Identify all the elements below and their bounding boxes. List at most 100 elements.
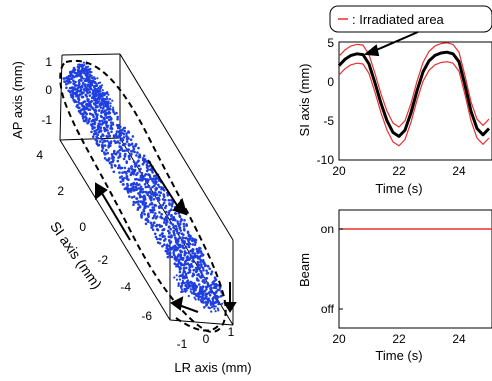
- trajectory-point: [112, 134, 116, 137]
- trajectory-point: [168, 235, 171, 239]
- trajectory-point: [110, 163, 113, 167]
- trajectory-point: [210, 310, 213, 313]
- trajectory-point: [137, 159, 140, 162]
- trajectory-point: [144, 190, 147, 194]
- trajectory-point: [158, 194, 161, 197]
- trajectory-point: [214, 310, 217, 313]
- trajectory-point: [178, 236, 181, 239]
- trajectory-point: [82, 112, 85, 116]
- trajectory-point: [142, 209, 146, 213]
- trajectory-point: [162, 195, 166, 198]
- trajectory-point: [155, 180, 158, 184]
- trajectory-point: [155, 187, 158, 191]
- trajectory-point: [76, 71, 79, 75]
- trajectory-point: [165, 210, 168, 214]
- trajectory-point: [85, 106, 88, 110]
- trajectory-point: [181, 290, 184, 293]
- trajectory-point: [168, 231, 171, 234]
- trajectory-point: [123, 129, 126, 133]
- si-trace-bound: [338, 61, 490, 147]
- trajectory-point: [80, 95, 84, 99]
- trajectory-point: [83, 70, 86, 73]
- trajectory-point: [192, 248, 195, 251]
- trajectory-point: [144, 203, 147, 206]
- trajectory-point: [179, 220, 182, 223]
- trajectory-point: [146, 205, 150, 208]
- trajectory-point: [147, 214, 150, 218]
- trajectory-point: [169, 217, 173, 221]
- trajectory-point: [114, 132, 118, 136]
- trajectory-point: [146, 193, 149, 196]
- trajectory-point: [94, 81, 97, 84]
- trajectory-point: [166, 220, 169, 224]
- trajectory-point: [125, 134, 128, 138]
- trajectory-point: [92, 115, 95, 119]
- trajectory-point: [71, 95, 75, 99]
- trajectory-point: [123, 166, 127, 170]
- trajectory-point: [141, 187, 144, 191]
- trajectory-point: [144, 222, 148, 226]
- trajectory-point: [72, 82, 75, 85]
- trajectory-point: [123, 149, 126, 153]
- trajectory-point: [209, 303, 212, 306]
- trajectory-point: [77, 100, 80, 104]
- trajectory-point: [208, 294, 212, 297]
- trajectory-point: [195, 247, 199, 251]
- trajectory-point: [151, 216, 155, 220]
- trajectory-point: [193, 252, 197, 255]
- trajectory-point: [82, 77, 85, 80]
- trajectory-point: [184, 245, 188, 249]
- trajectory-point: [97, 87, 100, 90]
- trajectory-point: [72, 68, 75, 72]
- trajectory-point: [69, 90, 73, 93]
- trajectory-point: [88, 100, 91, 104]
- trajectory-point: [192, 272, 195, 276]
- trajectory-point: [213, 295, 216, 299]
- trajectory-point: [99, 129, 103, 132]
- motion-arrows: [95, 159, 237, 313]
- trajectory-point: [143, 158, 147, 161]
- trajectory-point: [119, 167, 122, 170]
- trajectory-point: [133, 162, 137, 166]
- trajectory-point: [79, 112, 83, 115]
- trajectory-point: [106, 129, 109, 132]
- trajectory-point: [97, 130, 101, 134]
- trajectory-point: [174, 212, 177, 215]
- trajectory-point: [114, 164, 117, 168]
- trajectory-point: [177, 253, 180, 257]
- trajectory-point: [208, 267, 211, 271]
- trajectory-point: [101, 119, 104, 123]
- trajectory-point: [124, 152, 127, 156]
- trajectory-point: [77, 96, 80, 99]
- beam-x-tick: 24: [452, 332, 466, 346]
- trajectory-point: [135, 187, 139, 191]
- trajectory-point: [175, 256, 179, 260]
- trajectory-point: [89, 85, 92, 88]
- beam-y-tick: on: [321, 222, 334, 236]
- trajectory-point: [183, 262, 187, 266]
- trajectory-point: [181, 246, 184, 249]
- trajectory-point: [139, 195, 143, 198]
- trajectory-point: [161, 203, 165, 207]
- trajectory-point: [129, 154, 133, 157]
- trajectory-point: [203, 280, 206, 284]
- trajectory-point: [209, 289, 213, 292]
- trajectory-point: [148, 164, 151, 168]
- trajectory-point: [130, 182, 133, 186]
- si-tick: 4: [36, 148, 43, 162]
- trajectory-point: [165, 217, 168, 221]
- trajectory-point: [154, 212, 157, 215]
- trajectory-point: [91, 82, 94, 85]
- trajectory-point: [103, 117, 106, 120]
- trajectory-point: [211, 299, 214, 302]
- trajectory-point: [78, 85, 82, 89]
- trajectory-point: [94, 110, 98, 113]
- trajectory-point: [86, 121, 89, 125]
- trajectory-point: [95, 139, 99, 143]
- trajectory-point: [130, 189, 133, 192]
- trajectory-point: [82, 61, 85, 64]
- trajectory-point: [187, 284, 190, 287]
- trajectory-point: [100, 123, 104, 126]
- legend-label: : Irradiated area: [352, 12, 445, 27]
- trajectory-point: [205, 295, 208, 298]
